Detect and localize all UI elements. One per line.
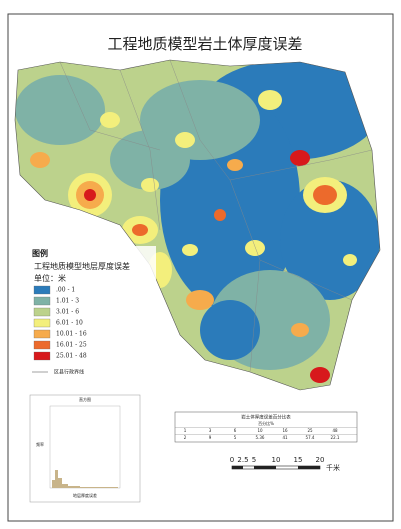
histogram-plot	[49, 405, 121, 489]
legend-heading: 图例	[32, 248, 48, 258]
table-title: 岩土体厚度误差百分比表	[241, 414, 291, 421]
legend-label: .00 - 1	[56, 287, 75, 294]
legend-subtitle: 工程地质模型地层厚度误差	[34, 261, 130, 271]
scale-unit: 千米	[326, 463, 340, 472]
frame	[7, 13, 394, 522]
histogram-title: 直方图	[79, 396, 91, 402]
legend-swatch	[33, 351, 51, 361]
district-lines	[59, 59, 373, 373]
legend-swatch	[33, 285, 51, 295]
legend-swatch	[33, 318, 51, 328]
scale-label: 10	[272, 456, 281, 464]
table-cell: 16	[282, 428, 288, 433]
table-cell: 22.1	[331, 435, 340, 440]
table-cell: 5	[234, 435, 237, 440]
table-cell: 5.36	[256, 435, 265, 440]
legend-label: 1.01 - 3	[56, 298, 79, 305]
legend-swatch	[33, 307, 51, 317]
table-cell: 9	[209, 435, 212, 440]
legend-label: 3.01 - 6	[56, 309, 79, 316]
table-cell: 57.4	[306, 435, 315, 440]
legend-swatch	[33, 329, 51, 339]
scale-label: 0	[230, 456, 234, 464]
table-cell: 48	[332, 428, 338, 433]
table-cell: 41	[282, 435, 288, 440]
legend-label: 16.01 - 25	[56, 342, 87, 349]
table-cell: 3	[209, 428, 212, 433]
histogram-inset: 直方图 频率 地层厚度误差	[29, 394, 141, 503]
histogram-bars	[52, 470, 118, 488]
legend-label: 6.01 - 10	[56, 320, 83, 327]
scale-label: 20	[316, 456, 325, 464]
table-cell: 10	[257, 428, 263, 433]
histogram-x-label: 地层厚度误差	[73, 492, 97, 498]
table-cell: 6	[234, 428, 237, 433]
scale-label: 5	[252, 456, 256, 464]
table-cell: 2	[184, 435, 187, 440]
legend-label: 10.01 - 16	[56, 331, 87, 338]
table-cell: 1	[184, 428, 187, 433]
region-outline	[14, 59, 381, 391]
table-inset: 岩土体厚度误差百分比表 百分比% 1 3 6 10 16 25 48 2 9 5 5.36 41 57.…	[174, 411, 358, 443]
boundary-label: 区县行政界线	[54, 369, 84, 376]
legend-label: 25.01 - 48	[56, 353, 87, 360]
scale-label: 15	[294, 456, 303, 464]
table-header: 百分比%	[258, 420, 274, 426]
table-cell: 25	[307, 428, 313, 433]
legend-swatch	[33, 340, 51, 350]
legend-unit: 单位：米	[34, 273, 66, 283]
scale-label: 2.5	[237, 456, 248, 464]
legend: 图例 工程地质模型地层厚度误差 单位：米 区县行政界线 .00 - 1 1.01 …	[28, 246, 156, 378]
histogram-y-label: 频率	[36, 441, 44, 447]
table-frame	[174, 411, 358, 443]
legend-swatch	[33, 296, 51, 306]
map-title: 工程地质模型岩土体厚度误差	[107, 35, 302, 53]
